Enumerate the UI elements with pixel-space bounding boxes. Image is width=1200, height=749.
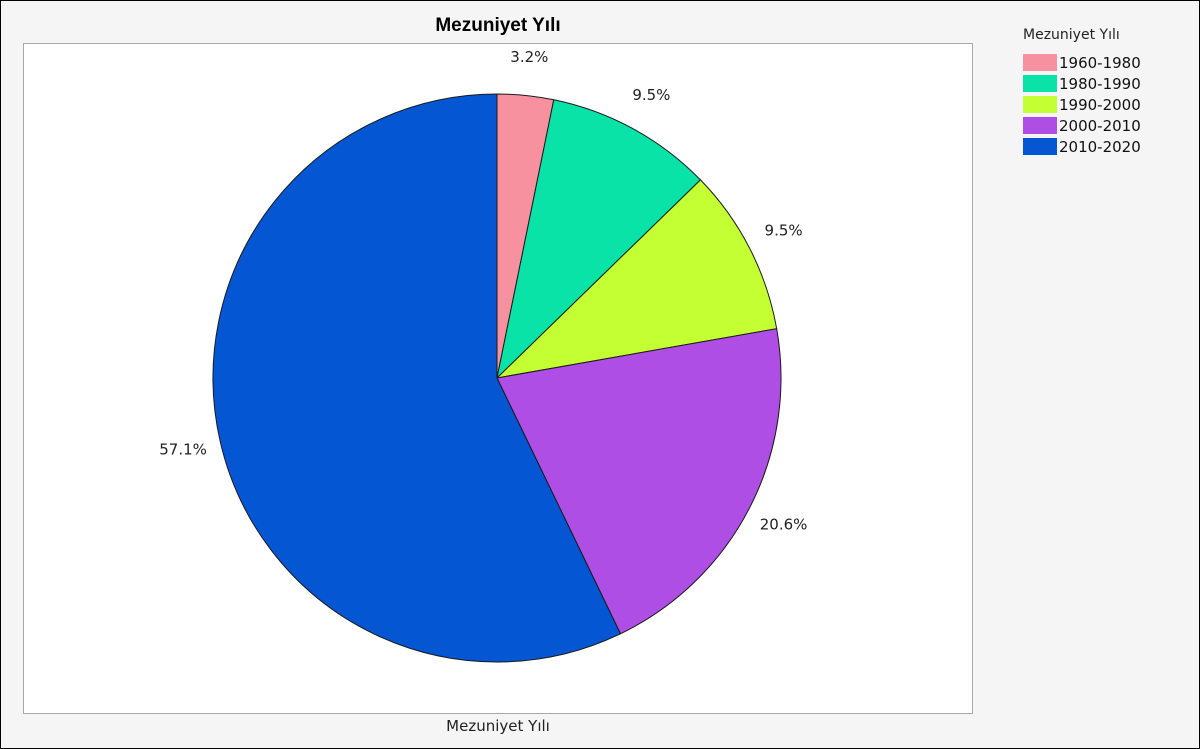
pie-slice-1980-1990[interactable] <box>496 99 702 380</box>
slice-label-1960-1980: 3.2% <box>510 48 548 66</box>
legend-item-1980-1990[interactable]: 1980-1990 <box>1023 73 1141 94</box>
legend-swatch <box>1023 96 1057 113</box>
pie-slice-2010-2020[interactable] <box>212 93 622 663</box>
legend-item-2000-2010[interactable]: 2000-2010 <box>1023 115 1141 136</box>
legend-swatch <box>1023 138 1057 155</box>
slice-label-2000-2010: 20.6% <box>760 515 808 533</box>
chart-title: Mezuniyet Yılı <box>435 15 561 36</box>
legend-label: 2000-2010 <box>1059 116 1141 135</box>
slice-label-2010-2020: 57.1% <box>159 440 207 458</box>
legend-swatch <box>1023 75 1057 92</box>
legend-label: 2010-2020 <box>1059 137 1141 156</box>
legend: Mezuniyet Yılı 1960-1980 1980-1990 1990-… <box>1023 27 1141 157</box>
legend-swatch <box>1023 54 1057 71</box>
slice-label-1980-1990: 9.5% <box>632 86 670 104</box>
pie-slice-2000-2010[interactable] <box>496 328 782 635</box>
legend-title: Mezuniyet Yılı <box>1023 27 1120 43</box>
legend-label: 1960-1980 <box>1059 53 1141 72</box>
legend-label: 1980-1990 <box>1059 74 1141 93</box>
legend-item-2010-2020[interactable]: 2010-2020 <box>1023 136 1141 157</box>
legend-item-1960-1980[interactable]: 1960-1980 <box>1023 52 1141 73</box>
slice-label-1990-2000: 9.5% <box>765 222 803 240</box>
pie-slice-1990-2000[interactable] <box>495 179 778 379</box>
legend-swatch <box>1023 117 1057 134</box>
legend-item-1990-2000[interactable]: 1990-2000 <box>1023 94 1141 115</box>
x-axis-caption: Mezuniyet Yılı <box>446 717 550 735</box>
legend-label: 1990-2000 <box>1059 95 1141 114</box>
